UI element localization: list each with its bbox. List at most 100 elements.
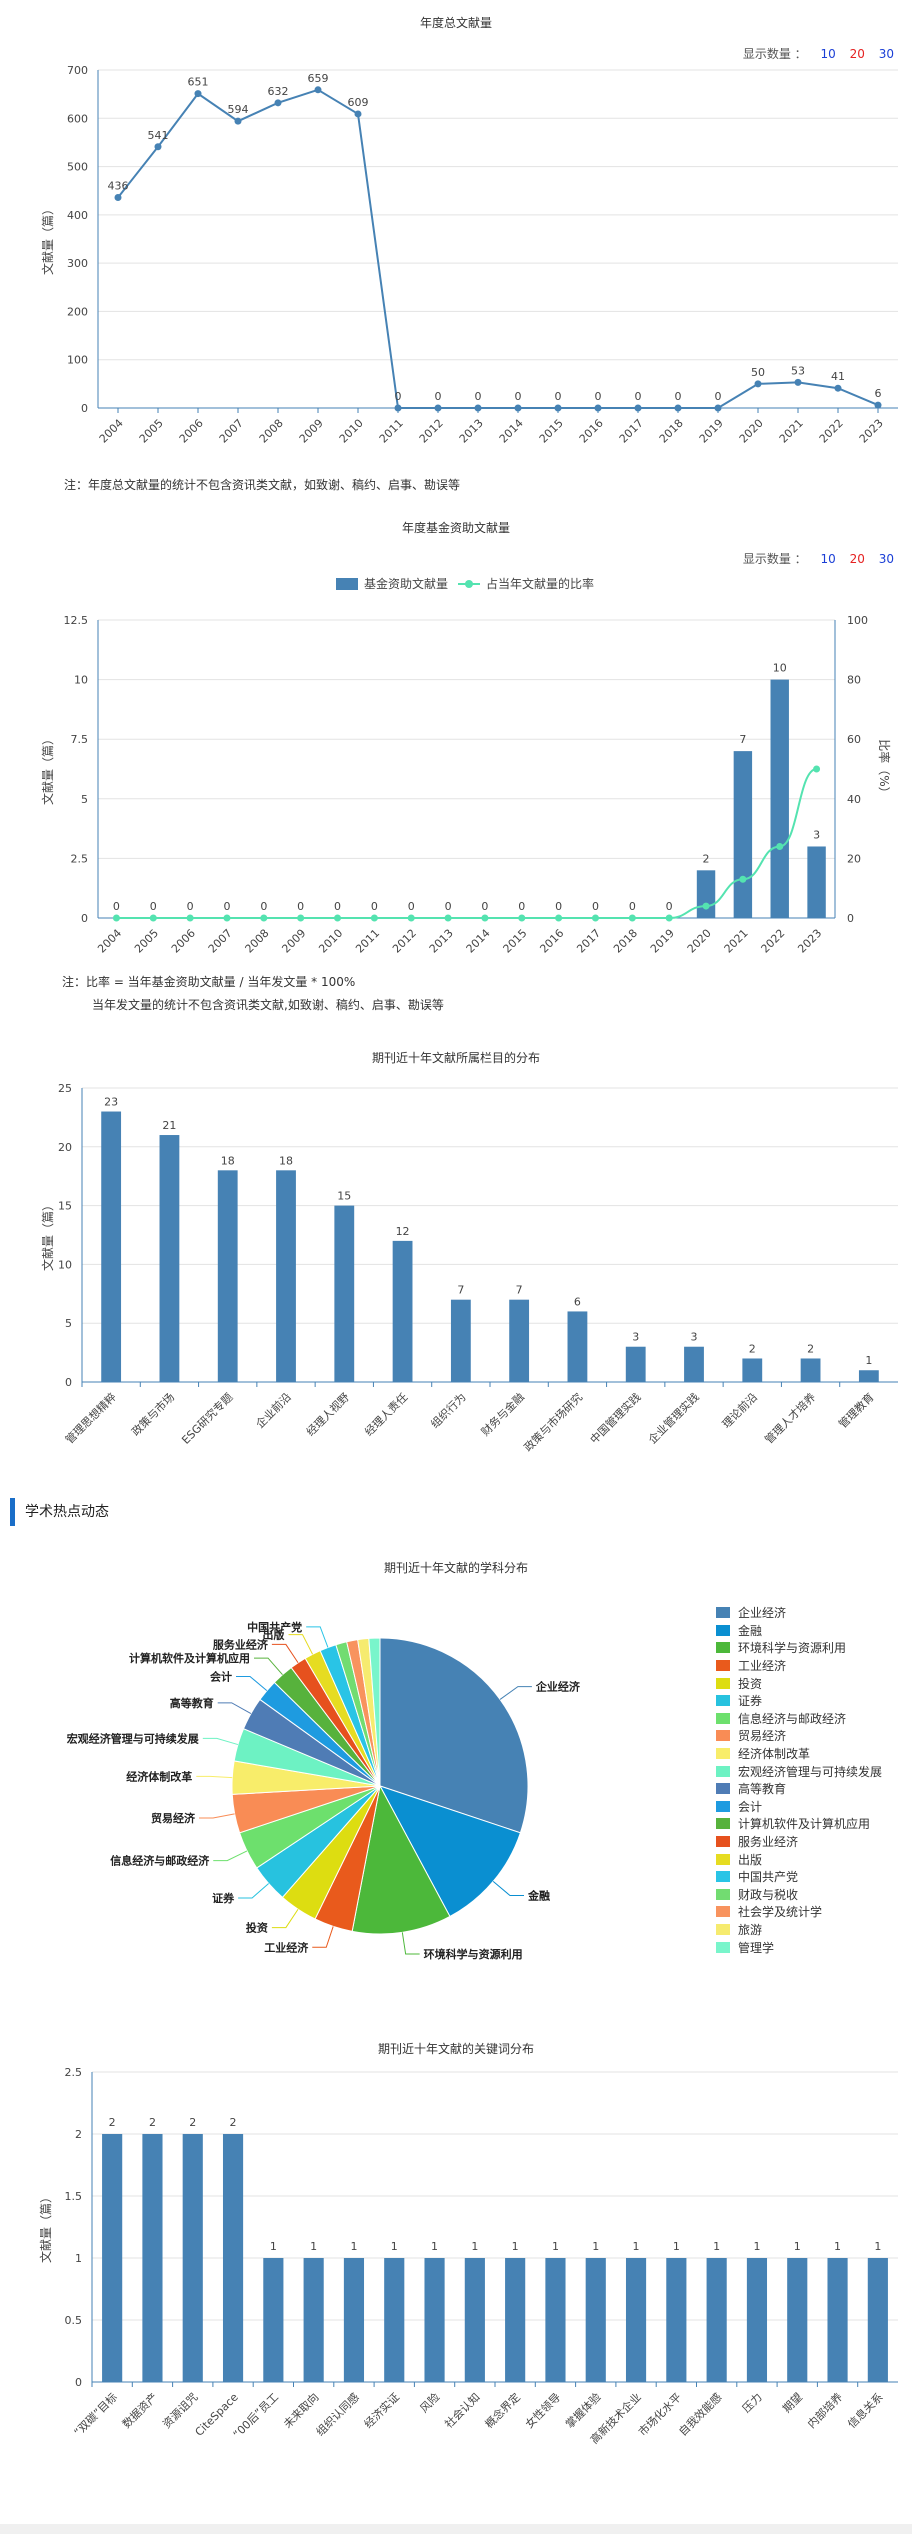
x-tick-label: 管理思想精粹 bbox=[62, 1390, 119, 1447]
show-20-button[interactable]: 20 bbox=[849, 552, 865, 566]
legend-swatch bbox=[716, 1853, 730, 1865]
pie-callout-line bbox=[199, 1813, 235, 1819]
x-tick-label: 2011 bbox=[377, 417, 406, 446]
data-label: 10 bbox=[773, 662, 787, 675]
legend-label: 高等教育 bbox=[738, 1782, 787, 1797]
legend-item[interactable]: 金融 bbox=[716, 1622, 882, 1640]
x-tick-label: 2017 bbox=[617, 417, 646, 446]
legend-label: 旅游 bbox=[738, 1922, 763, 1937]
data-label: 2 bbox=[230, 2116, 237, 2129]
data-label: 659 bbox=[308, 72, 329, 85]
pie-slice bbox=[379, 1637, 529, 1834]
y2-tick-label: 0 bbox=[847, 912, 854, 925]
y2-tick-label: 100 bbox=[847, 614, 868, 627]
legend-item[interactable]: 会计 bbox=[716, 1798, 882, 1816]
data-label: 0 bbox=[223, 900, 230, 913]
legend-label: 贸易经济 bbox=[738, 1729, 787, 1744]
pie-callout-label: 投资 bbox=[246, 1921, 268, 1935]
legend-item[interactable]: 证券 bbox=[716, 1692, 882, 1710]
ratio-point bbox=[297, 914, 305, 922]
legend-item[interactable]: 财政与税收 bbox=[716, 1886, 882, 1904]
legend-item[interactable]: 服务业经济 bbox=[716, 1833, 882, 1851]
show-30-button[interactable]: 30 bbox=[878, 552, 894, 566]
legend-item[interactable]: 环境科学与资源利用 bbox=[716, 1639, 882, 1657]
legend-swatch bbox=[716, 1712, 730, 1724]
legend-item[interactable]: 宏观经济管理与可持续发展 bbox=[716, 1762, 882, 1780]
ratio-point bbox=[628, 914, 636, 922]
legend-swatch bbox=[716, 1660, 730, 1672]
data-label: 0 bbox=[297, 900, 304, 913]
legend-item[interactable]: 投资 bbox=[716, 1674, 882, 1692]
legend-item[interactable]: 经济体制改革 bbox=[716, 1745, 882, 1763]
ratio-point bbox=[370, 914, 378, 922]
bar bbox=[424, 2258, 445, 2382]
data-label: 1 bbox=[270, 2240, 277, 2253]
legend-label: 宏观经济管理与可持续发展 bbox=[738, 1764, 883, 1779]
legend-item[interactable]: 出版 bbox=[716, 1850, 882, 1868]
data-point bbox=[874, 401, 882, 409]
x-tick-label: 市场化水平 bbox=[635, 2390, 684, 2439]
y2-axis-label: 比率（%） bbox=[877, 739, 892, 798]
data-label: 12 bbox=[396, 1225, 410, 1238]
data-label: 6 bbox=[875, 387, 882, 400]
legend-swatch bbox=[716, 1871, 730, 1883]
x-tick-label: 2020 bbox=[737, 417, 766, 446]
legend-item[interactable]: 信息经济与邮政经济 bbox=[716, 1710, 882, 1728]
y-tick-label: 0 bbox=[81, 912, 88, 925]
data-label: 0 bbox=[518, 900, 525, 913]
pie-callout-line bbox=[288, 1634, 314, 1655]
x-tick-label: 2018 bbox=[657, 417, 686, 446]
pie-callout-label: 宏观经济管理与可持续发展 bbox=[67, 1731, 200, 1745]
pie-callout-line bbox=[238, 1883, 269, 1899]
data-label: 1 bbox=[794, 2240, 801, 2253]
legend-item[interactable]: 工业经济 bbox=[716, 1657, 882, 1675]
bar bbox=[182, 2134, 203, 2382]
legend-label: 会计 bbox=[738, 1799, 763, 1814]
data-label: 1 bbox=[512, 2240, 519, 2253]
bar bbox=[684, 1346, 704, 1382]
show-10-button[interactable]: 10 bbox=[820, 47, 836, 61]
show-30-button[interactable]: 30 bbox=[878, 47, 894, 61]
legend-item[interactable]: 旅游 bbox=[716, 1921, 882, 1939]
x-tick-label: 2006 bbox=[169, 927, 198, 956]
legend-label: 管理学 bbox=[738, 1940, 775, 1955]
bar bbox=[303, 2258, 324, 2382]
legend-swatch bbox=[716, 1642, 730, 1654]
show-10-button[interactable]: 10 bbox=[820, 552, 836, 566]
data-label: 0 bbox=[371, 900, 378, 913]
y-tick-label: 5 bbox=[81, 793, 88, 806]
data-label: 594 bbox=[228, 103, 249, 116]
legend-item[interactable]: 高等教育 bbox=[716, 1780, 882, 1798]
y-tick-label: 15 bbox=[58, 1200, 72, 1213]
data-point bbox=[714, 404, 722, 412]
y-tick-label: 1.5 bbox=[65, 2190, 83, 2203]
data-label: 1 bbox=[874, 2240, 881, 2253]
pie-callout-line bbox=[202, 1737, 239, 1746]
pie-callout-label: 计算机软件及计算机应用 bbox=[129, 1651, 250, 1665]
data-label: 7 bbox=[739, 733, 746, 746]
bar bbox=[222, 2134, 244, 2382]
x-tick-label: 企业管理实践 bbox=[645, 1390, 702, 1447]
x-tick-label: 压力 bbox=[740, 2391, 765, 2416]
pie-callout-line bbox=[306, 1626, 329, 1648]
legend-label: 出版 bbox=[738, 1852, 763, 1867]
legend-item[interactable]: 管理学 bbox=[716, 1938, 882, 1956]
data-label: 0 bbox=[260, 900, 267, 913]
bar bbox=[807, 846, 826, 918]
data-label: 632 bbox=[268, 85, 289, 98]
legend-item[interactable]: 计算机软件及计算机应用 bbox=[716, 1815, 882, 1833]
data-label: 1 bbox=[633, 2240, 640, 2253]
data-label: 0 bbox=[481, 900, 488, 913]
legend-item[interactable]: 企业经济 bbox=[716, 1604, 882, 1622]
legend-item[interactable]: 贸易经济 bbox=[716, 1727, 882, 1745]
legend-item[interactable]: 社会学及统计学 bbox=[716, 1903, 882, 1921]
y-tick-label: 500 bbox=[67, 161, 88, 174]
legend-item[interactable]: 中国共产党 bbox=[716, 1868, 882, 1886]
legend-label: 工业经济 bbox=[738, 1659, 787, 1674]
x-tick-label: 企业前沿 bbox=[253, 1390, 294, 1431]
data-label: 2 bbox=[749, 1342, 756, 1355]
x-tick-label: 2018 bbox=[611, 927, 640, 956]
show-20-button[interactable]: 20 bbox=[849, 47, 865, 61]
